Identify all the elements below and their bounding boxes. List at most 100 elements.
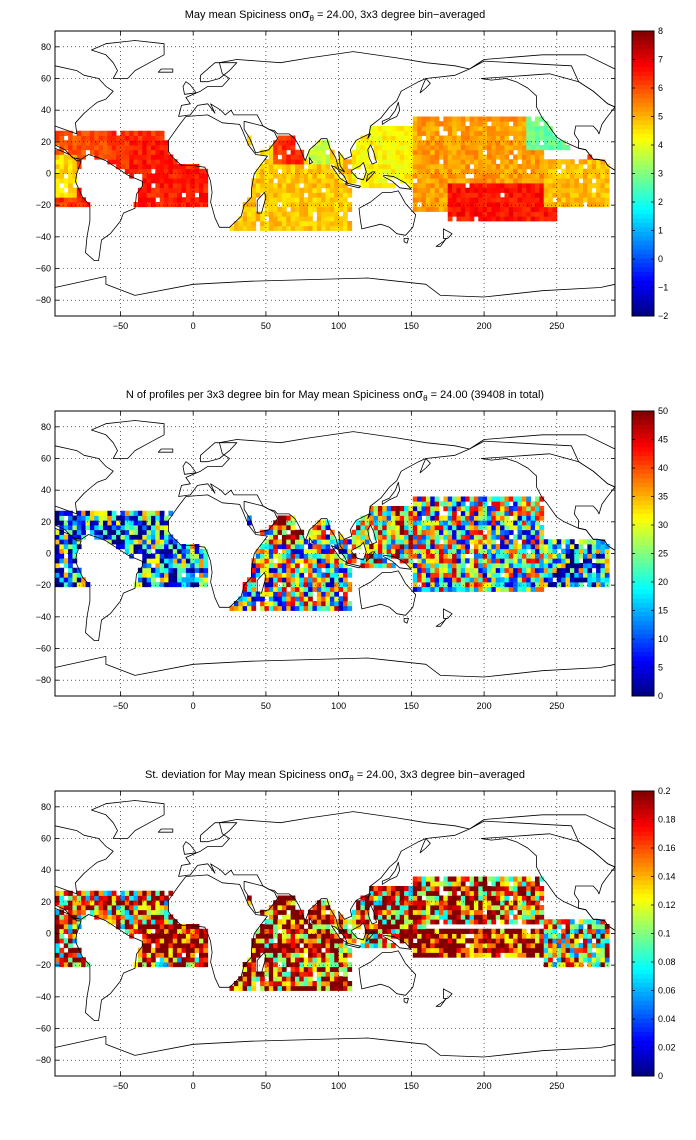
data-bin — [343, 173, 348, 179]
data-bin — [321, 582, 326, 588]
data-bin — [556, 202, 562, 208]
data-bin — [382, 895, 388, 901]
data-bin — [487, 933, 492, 939]
data-bin — [508, 943, 514, 949]
colorbar-segment — [632, 446, 654, 452]
data-bin — [63, 202, 69, 208]
data-bin — [495, 914, 501, 920]
data-bin — [447, 520, 453, 526]
data-bin — [386, 563, 392, 569]
data-bin — [452, 563, 457, 569]
data-bin — [500, 914, 505, 920]
data-bin — [76, 145, 82, 151]
data-bin — [290, 895, 296, 901]
data-bin — [286, 197, 292, 203]
data-bin — [260, 909, 265, 915]
data-bin — [303, 976, 309, 982]
data-bin — [548, 197, 553, 203]
data-bin — [434, 140, 440, 146]
data-bin — [574, 572, 580, 578]
data-bin — [347, 928, 353, 934]
data-bin — [495, 529, 501, 535]
data-bin — [535, 943, 540, 949]
data-bin — [168, 202, 174, 208]
data-bin — [412, 164, 418, 170]
data-bin — [299, 933, 305, 939]
data-bin — [120, 164, 126, 170]
data-bin — [295, 572, 300, 578]
data-bin — [578, 173, 584, 179]
data-bin — [391, 135, 396, 141]
data-bin — [452, 553, 457, 559]
data-bin — [447, 121, 453, 127]
colorbar-segment — [632, 177, 654, 183]
data-bin — [260, 928, 265, 934]
data-bin — [439, 572, 444, 578]
data-bin — [552, 192, 558, 198]
data-bin — [59, 154, 65, 160]
data-bin — [316, 154, 322, 160]
data-bin — [111, 130, 117, 136]
data-bin — [369, 563, 374, 569]
data-bin — [465, 919, 470, 925]
data-bin — [421, 582, 427, 588]
data-bin — [491, 130, 497, 136]
data-bin — [255, 572, 261, 578]
data-bin — [98, 909, 104, 915]
coastline — [358, 570, 417, 616]
data-bin — [116, 919, 121, 925]
data-bin — [107, 895, 113, 901]
data-bin — [386, 886, 392, 892]
data-bin — [316, 534, 322, 540]
data-bin — [495, 544, 501, 550]
data-bin — [526, 881, 532, 887]
data-bin — [373, 145, 379, 151]
data-bin — [129, 548, 134, 554]
colorbar-tick-label: 35 — [658, 492, 668, 502]
data-bin — [124, 534, 130, 540]
data-bin — [417, 515, 422, 521]
data-bin — [281, 577, 287, 583]
data-bin — [369, 164, 374, 170]
data-bin — [68, 909, 73, 915]
data-bin — [491, 529, 497, 535]
data-bin — [456, 216, 462, 222]
data-bin — [59, 890, 65, 896]
data-bin — [417, 534, 422, 540]
data-bin — [286, 154, 292, 160]
data-bin — [439, 548, 444, 554]
data-bin — [491, 553, 497, 559]
data-bin — [535, 563, 540, 569]
data-bin — [386, 529, 392, 535]
data-bin — [172, 924, 178, 930]
data-bin — [478, 510, 484, 516]
data-bin — [203, 187, 209, 193]
data-bin — [338, 548, 344, 554]
data-bin — [504, 900, 510, 906]
data-bin — [68, 525, 73, 531]
data-bin — [59, 582, 65, 588]
data-bin — [286, 952, 292, 958]
data-bin — [417, 178, 422, 184]
data-bin — [439, 168, 444, 174]
data-bin — [412, 881, 418, 887]
colorbar-tick-label: 0 — [658, 254, 663, 264]
colorbar-segment — [632, 615, 654, 621]
data-bin — [81, 520, 86, 526]
data-bin — [443, 928, 449, 934]
data-bin — [417, 881, 422, 887]
data-bin — [308, 947, 313, 953]
data-bin — [373, 135, 379, 141]
data-bin — [469, 520, 475, 526]
data-bin — [543, 168, 549, 174]
x-tick-label: 100 — [331, 701, 346, 711]
data-bin — [447, 881, 453, 887]
data-bin — [386, 135, 392, 141]
data-bin — [177, 567, 182, 573]
data-bin — [89, 145, 95, 151]
data-bin — [469, 116, 475, 122]
data-bin — [421, 914, 427, 920]
data-bin — [521, 496, 527, 502]
data-bin — [425, 145, 431, 151]
data-bin — [469, 938, 475, 944]
